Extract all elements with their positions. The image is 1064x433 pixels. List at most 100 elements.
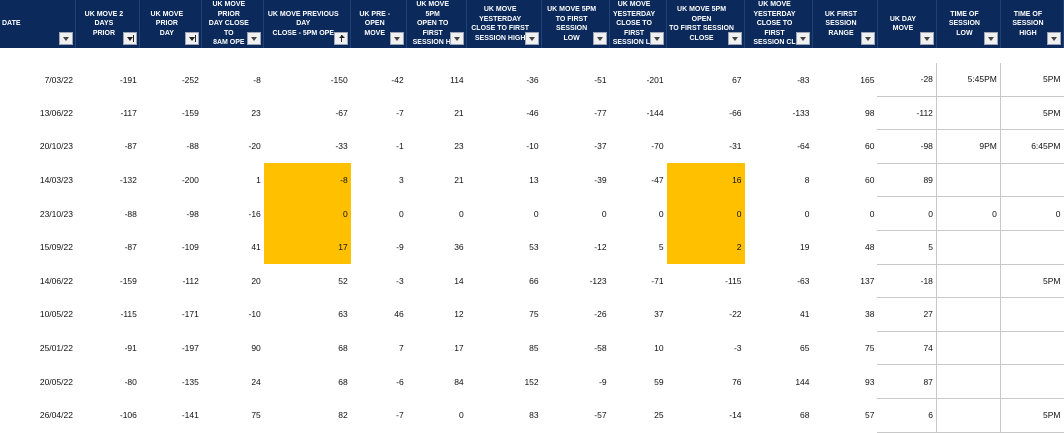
data-cell[interactable]: -1 xyxy=(396,141,404,152)
date-cell[interactable]: 14/03/23 xyxy=(39,175,73,186)
data-cell[interactable]: -8 xyxy=(263,163,351,197)
data-cell[interactable]: 60 xyxy=(865,141,875,152)
data-cell[interactable]: 5 xyxy=(658,242,664,253)
date-cell[interactable]: 15/09/22 xyxy=(39,242,73,253)
filter-applied-icon[interactable] xyxy=(185,32,200,45)
data-cell[interactable]: -36 xyxy=(526,74,539,85)
data-cell[interactable]: -57 xyxy=(594,410,607,421)
data-cell[interactable]: 0 xyxy=(601,208,607,219)
filter-dropdown-icon[interactable] xyxy=(593,32,608,45)
data-cell[interactable]: -159 xyxy=(181,107,199,118)
data-cell[interactable]: 37 xyxy=(654,309,664,320)
data-cell[interactable]: -33 xyxy=(335,141,348,152)
data-cell[interactable] xyxy=(999,364,1064,399)
data-cell[interactable]: -9 xyxy=(396,242,404,253)
data-cell[interactable]: 67 xyxy=(732,74,742,85)
data-cell[interactable]: 5PM xyxy=(999,63,1064,97)
data-cell[interactable]: 75 xyxy=(865,343,875,354)
data-cell[interactable]: -16 xyxy=(248,208,261,219)
data-cell[interactable]: 68 xyxy=(800,410,810,421)
data-cell[interactable]: -6 xyxy=(396,376,404,387)
data-cell[interactable]: 52 xyxy=(338,275,348,286)
date-cell[interactable]: 20/10/23 xyxy=(39,141,73,152)
filter-dropdown-icon[interactable] xyxy=(983,32,998,45)
data-cell[interactable]: -87 xyxy=(124,242,137,253)
data-cell[interactable]: 144 xyxy=(795,376,810,387)
data-cell[interactable]: 74 xyxy=(877,331,937,366)
data-cell[interactable] xyxy=(999,163,1064,198)
date-cell[interactable]: 7/03/22 xyxy=(44,74,73,85)
data-cell[interactable]: 23 xyxy=(251,107,261,118)
data-cell[interactable]: -141 xyxy=(181,410,199,421)
data-cell[interactable]: -71 xyxy=(651,275,664,286)
filter-dropdown-icon[interactable] xyxy=(860,32,875,45)
data-cell[interactable]: -98 xyxy=(877,129,937,164)
data-cell[interactable]: 6 xyxy=(877,398,937,433)
column-header-1[interactable]: UK MOVE 2 DAYS PRIOR xyxy=(75,0,141,48)
data-cell[interactable]: -66 xyxy=(729,107,742,118)
data-cell[interactable]: -112 xyxy=(182,275,199,286)
data-cell[interactable]: 66 xyxy=(529,275,539,286)
data-cell[interactable] xyxy=(935,230,1001,265)
data-cell[interactable]: 9PM xyxy=(935,129,1001,164)
data-cell[interactable]: -39 xyxy=(594,175,607,186)
data-cell[interactable]: -18 xyxy=(877,264,937,299)
data-cell[interactable]: -31 xyxy=(729,141,742,152)
data-cell[interactable]: 17 xyxy=(454,343,464,354)
data-cell[interactable]: -115 xyxy=(725,275,742,286)
data-cell[interactable]: -3 xyxy=(396,275,404,286)
data-cell[interactable]: 0 xyxy=(398,208,404,219)
data-cell[interactable]: 5 xyxy=(877,230,937,265)
data-cell[interactable]: -14 xyxy=(729,410,742,421)
data-cell[interactable]: -106 xyxy=(119,410,137,421)
data-cell[interactable]: 0 xyxy=(804,208,810,219)
data-cell[interactable]: -67 xyxy=(335,107,348,118)
data-cell[interactable] xyxy=(935,264,1001,299)
column-header-4[interactable]: UK MOVE PREVIOUS DAY CLOSE - 5PM OPE xyxy=(263,0,352,48)
data-cell[interactable]: -159 xyxy=(119,275,137,286)
data-cell[interactable]: 0 xyxy=(666,196,745,231)
data-cell[interactable]: 23 xyxy=(454,141,464,152)
data-cell[interactable]: 57 xyxy=(865,410,875,421)
filter-dropdown-icon[interactable] xyxy=(650,32,665,45)
data-cell[interactable]: -171 xyxy=(181,309,199,320)
data-cell[interactable]: 0 xyxy=(869,208,875,219)
column-header-0[interactable]: DATE xyxy=(0,0,77,48)
data-cell[interactable] xyxy=(999,297,1064,332)
data-cell[interactable]: 41 xyxy=(800,309,810,320)
data-cell[interactable]: -201 xyxy=(646,74,664,85)
data-cell[interactable]: -8 xyxy=(253,74,261,85)
column-header-14[interactable]: TIME OF SESSION LOW xyxy=(936,0,1001,48)
data-cell[interactable]: 21 xyxy=(454,175,464,186)
data-cell[interactable]: 83 xyxy=(529,410,539,421)
data-cell[interactable]: 7 xyxy=(398,343,404,354)
data-cell[interactable]: 0 xyxy=(263,196,351,231)
data-cell[interactable]: -26 xyxy=(594,309,607,320)
data-cell[interactable]: 98 xyxy=(865,107,875,118)
data-cell[interactable]: 16 xyxy=(666,163,745,197)
data-cell[interactable]: -98 xyxy=(186,208,199,219)
data-cell[interactable]: 0 xyxy=(458,410,464,421)
data-cell[interactable]: 0 xyxy=(658,208,664,219)
date-cell[interactable]: 10/05/22 xyxy=(39,309,73,320)
data-cell[interactable]: 0 xyxy=(877,196,937,231)
data-cell[interactable]: -77 xyxy=(594,107,607,118)
data-cell[interactable]: 152 xyxy=(524,376,539,387)
data-cell[interactable]: 60 xyxy=(865,175,875,186)
data-cell[interactable]: 68 xyxy=(338,343,348,354)
data-cell[interactable]: 1 xyxy=(256,175,261,186)
data-cell[interactable]: 68 xyxy=(338,376,348,387)
data-cell[interactable]: -91 xyxy=(124,343,137,354)
date-cell[interactable]: 23/10/23 xyxy=(39,208,73,219)
data-cell[interactable]: -132 xyxy=(119,175,137,186)
data-cell[interactable]: 25 xyxy=(654,410,664,421)
data-cell[interactable]: 5PM xyxy=(999,264,1064,299)
data-cell[interactable]: -42 xyxy=(391,74,404,85)
column-header-13[interactable]: UK DAY MOVE xyxy=(877,0,937,48)
data-cell[interactable]: -37 xyxy=(594,141,607,152)
data-cell[interactable]: 65 xyxy=(800,343,810,354)
data-cell[interactable]: -88 xyxy=(124,208,137,219)
sort-ascending-icon[interactable] xyxy=(334,32,349,45)
data-cell[interactable]: 53 xyxy=(529,242,539,253)
data-cell[interactable]: -144 xyxy=(646,107,664,118)
